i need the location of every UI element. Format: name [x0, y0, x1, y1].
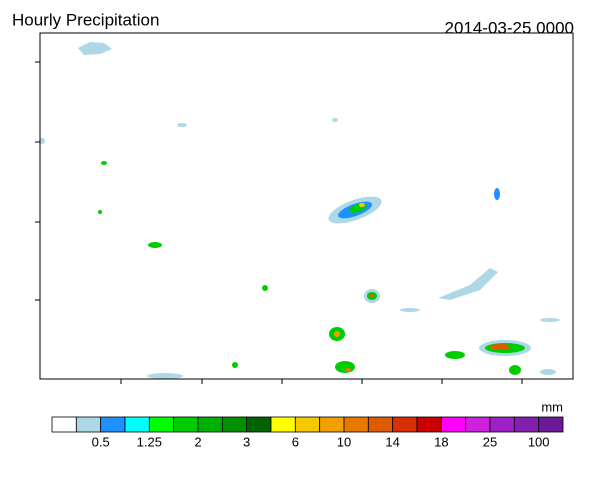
colorbar: 0.5 1.25 2 3 6 10 14 18 25 100 [51, 416, 564, 449]
colorbar-label: 6 [292, 434, 299, 449]
precipitation-field [39, 42, 560, 379]
colorbar-label: 3 [243, 434, 250, 449]
colorbar-box [100, 416, 126, 433]
colorbar-box [319, 416, 345, 433]
colorbar-box [465, 416, 491, 433]
colorbar-box [148, 416, 175, 433]
colorbar-box [173, 416, 199, 433]
colorbar-label: 1.25 [137, 434, 162, 449]
map-frame [39, 32, 574, 380]
colorbar-box [513, 416, 540, 433]
colorbar-box [246, 416, 272, 433]
colorbar-box [270, 416, 296, 433]
timestamp: 2014-03-25 0000 [444, 18, 574, 37]
colorbar-label: 14 [385, 434, 399, 449]
colorbar-box [51, 416, 77, 433]
colorbar-label: 100 [528, 434, 550, 449]
frame-ticks [35, 61, 523, 384]
colorbar-unit: mm [541, 399, 563, 414]
colorbar-box [343, 416, 369, 433]
colorbar-box [221, 416, 248, 433]
colorbar-box [124, 416, 150, 433]
colorbar-box [440, 416, 467, 433]
colorbar-box [75, 416, 102, 433]
colorbar-label: 25 [483, 434, 497, 449]
colorbar-box [367, 416, 394, 433]
title: Hourly Precipitation [12, 10, 159, 29]
colorbar-box [392, 416, 418, 433]
colorbar-box [489, 416, 515, 433]
colorbar-label: 2 [194, 434, 201, 449]
colorbar-box [197, 416, 223, 433]
colorbar-box [416, 416, 442, 433]
colorbar-label: 0.5 [92, 434, 110, 449]
colorbar-box [538, 416, 564, 433]
colorbar-label: 10 [337, 434, 351, 449]
colorbar-box [294, 416, 321, 433]
colorbar-label: 18 [434, 434, 448, 449]
